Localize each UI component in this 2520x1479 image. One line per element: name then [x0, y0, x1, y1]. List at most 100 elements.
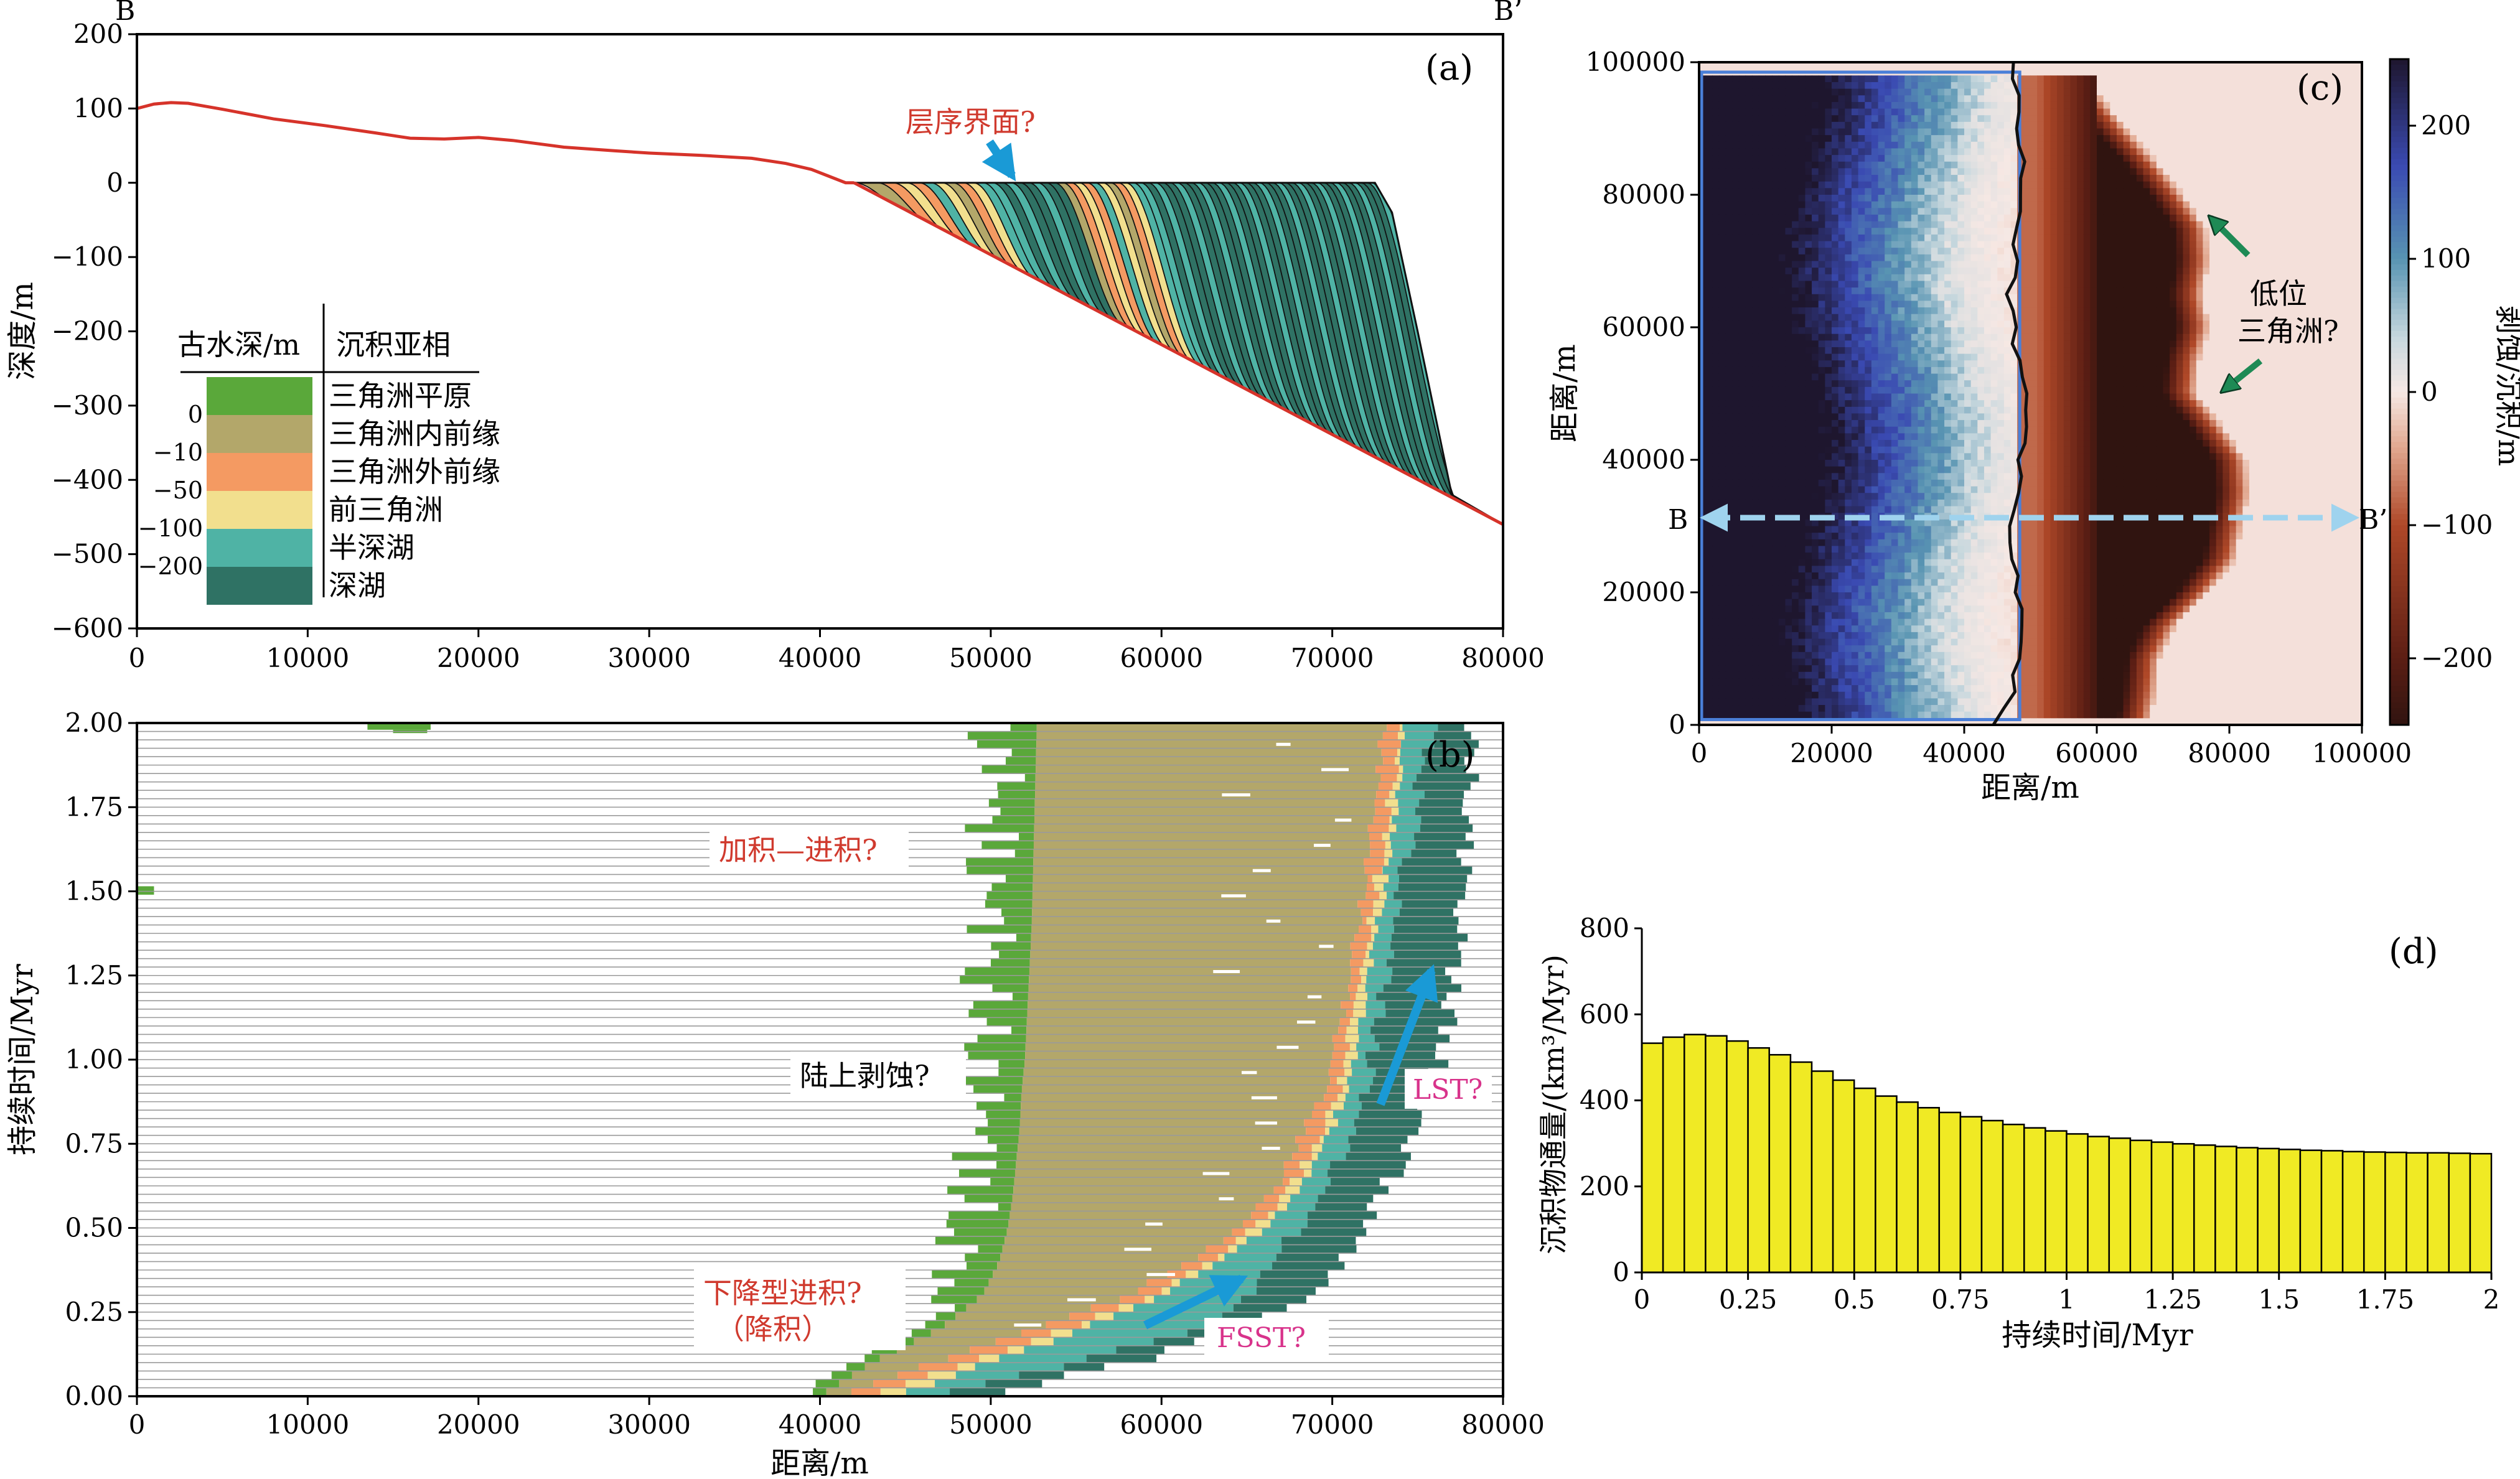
heatmap-cell: [1818, 228, 1825, 235]
legend-entry-label: 三角洲外前缘: [329, 455, 500, 488]
heatmap-cell: [1911, 128, 1919, 136]
heatmap-cell: [1984, 228, 1992, 235]
wheeler-cell: [1026, 1034, 1333, 1043]
heatmap-cell: [2223, 135, 2230, 142]
heatmap-cell: [1798, 181, 1806, 189]
heatmap-cell: [2335, 141, 2343, 149]
heatmap-cell: [1904, 62, 1912, 70]
heatmap-cell: [2116, 327, 2124, 335]
wheeler-cell: [958, 1169, 1015, 1178]
heatmap-cell: [1898, 88, 1905, 96]
heatmap-cell: [2335, 75, 2343, 83]
heatmap-cell: [2097, 274, 2104, 282]
heatmap-cell: [1918, 135, 1925, 142]
heatmap-cell: [2057, 62, 2064, 70]
heatmap-cell: [1997, 101, 2005, 110]
wheeler-cell: [1036, 740, 1378, 749]
heatmap-cell: [2063, 175, 2071, 182]
heatmap-cell: [2116, 95, 2124, 103]
heatmap-cell: [1990, 155, 1998, 162]
heatmap-cell: [2288, 221, 2297, 228]
heatmap-cell: [2236, 108, 2243, 116]
heatmap-cell: [2170, 228, 2177, 235]
heatmap-cell: [2275, 268, 2283, 275]
heatmap-cell: [2150, 254, 2157, 262]
heatmap-cell: [2103, 254, 2110, 262]
wheeler-cell: [864, 1354, 880, 1363]
wheeler-cell: [1086, 1354, 1157, 1363]
heatmap-cell: [1792, 181, 1799, 189]
wheeler-cell: [1367, 941, 1373, 951]
heatmap-cell: [2262, 208, 2270, 215]
heatmap-cell: [2223, 62, 2230, 70]
heatmap-cell: [1944, 188, 1952, 195]
heatmap-cell: [1712, 141, 1720, 149]
heatmap-cell: [2255, 214, 2263, 222]
heatmap-cell: [1951, 108, 1958, 116]
heatmap-cell: [2063, 68, 2071, 76]
heatmap-cell: [2348, 314, 2356, 321]
heatmap-cell: [2043, 115, 2051, 123]
heatmap-cell: [1931, 327, 1938, 335]
heatmap-cell: [2269, 135, 2277, 142]
clinoform-line: [1162, 182, 1244, 388]
heatmap-cell: [2130, 307, 2137, 315]
heatmap-cell: [2335, 201, 2343, 208]
heatmap-cell: [2023, 141, 2031, 149]
wheeler-cell: [1363, 958, 1374, 968]
heatmap-cell: [2116, 201, 2124, 208]
heatmap-cell: [2077, 248, 2084, 255]
wheeler-cell: [1369, 950, 1394, 959]
wheeler-cell: [1051, 1328, 1072, 1338]
heatmap-cell: [1957, 121, 1965, 129]
heatmap-cell: [2295, 268, 2303, 275]
heatmap-cell: [1944, 108, 1952, 116]
heatmap-cell: [2269, 281, 2277, 288]
heatmap-cell: [2216, 268, 2223, 275]
heatmap-cell: [1931, 268, 1938, 275]
wheeler-cell: [927, 1371, 956, 1380]
wheeler-cell: [985, 900, 1033, 909]
heatmap-cell: [2097, 128, 2104, 136]
wheeler-cell: [1011, 1025, 1027, 1035]
heatmap-cell: [2163, 195, 2170, 202]
heatmap-cell: [1931, 248, 1938, 255]
heatmap-cell: [2308, 248, 2316, 255]
heatmap-cell: [2308, 301, 2316, 308]
heatmap-cell: [2003, 248, 2012, 255]
heatmap-cell: [2010, 168, 2018, 175]
heatmap-cell: [1792, 248, 1799, 255]
heatmap-cell: [2090, 135, 2097, 142]
heatmap-cell: [2110, 208, 2117, 215]
legend-header-subfacies: 沉积亚相: [336, 328, 451, 362]
heatmap-cell: [2322, 287, 2330, 295]
wheeler-cell: [1029, 967, 1351, 976]
heatmap-cell: [1845, 95, 1852, 103]
heatmap-cell: [2249, 274, 2257, 282]
heatmap-cell: [2010, 88, 2018, 96]
wheeler-cell: [1343, 1060, 1351, 1069]
heatmap-cell: [1891, 248, 1899, 255]
heatmap-cell: [1738, 307, 1746, 315]
heatmap-cell: [1858, 307, 1865, 315]
heatmap-cell: [2176, 254, 2184, 262]
heatmap-cell: [1732, 88, 1740, 96]
heatmap-cell: [2010, 128, 2018, 136]
heatmap-cell: [1858, 128, 1865, 136]
heatmap-cell: [1738, 314, 1746, 321]
heatmap-cell: [2262, 155, 2270, 162]
heatmap-cell: [2255, 301, 2263, 308]
heatmap-cell: [2209, 307, 2217, 315]
heatmap-cell: [2163, 128, 2170, 136]
heatmap-cell: [1818, 281, 1825, 288]
heatmap-cell: [2163, 68, 2170, 76]
wheeler-cell: [1359, 1110, 1422, 1119]
heatmap-cell: [1825, 234, 1832, 242]
heatmap-cell: [2110, 168, 2117, 175]
heatmap-cell: [2229, 175, 2237, 182]
heatmap-cell: [1957, 101, 1965, 110]
heatmap-cell: [2308, 148, 2316, 156]
heatmap-cell: [1865, 241, 1872, 248]
heatmap-cell: [2163, 175, 2170, 182]
heatmap-cell: [1871, 261, 1879, 268]
